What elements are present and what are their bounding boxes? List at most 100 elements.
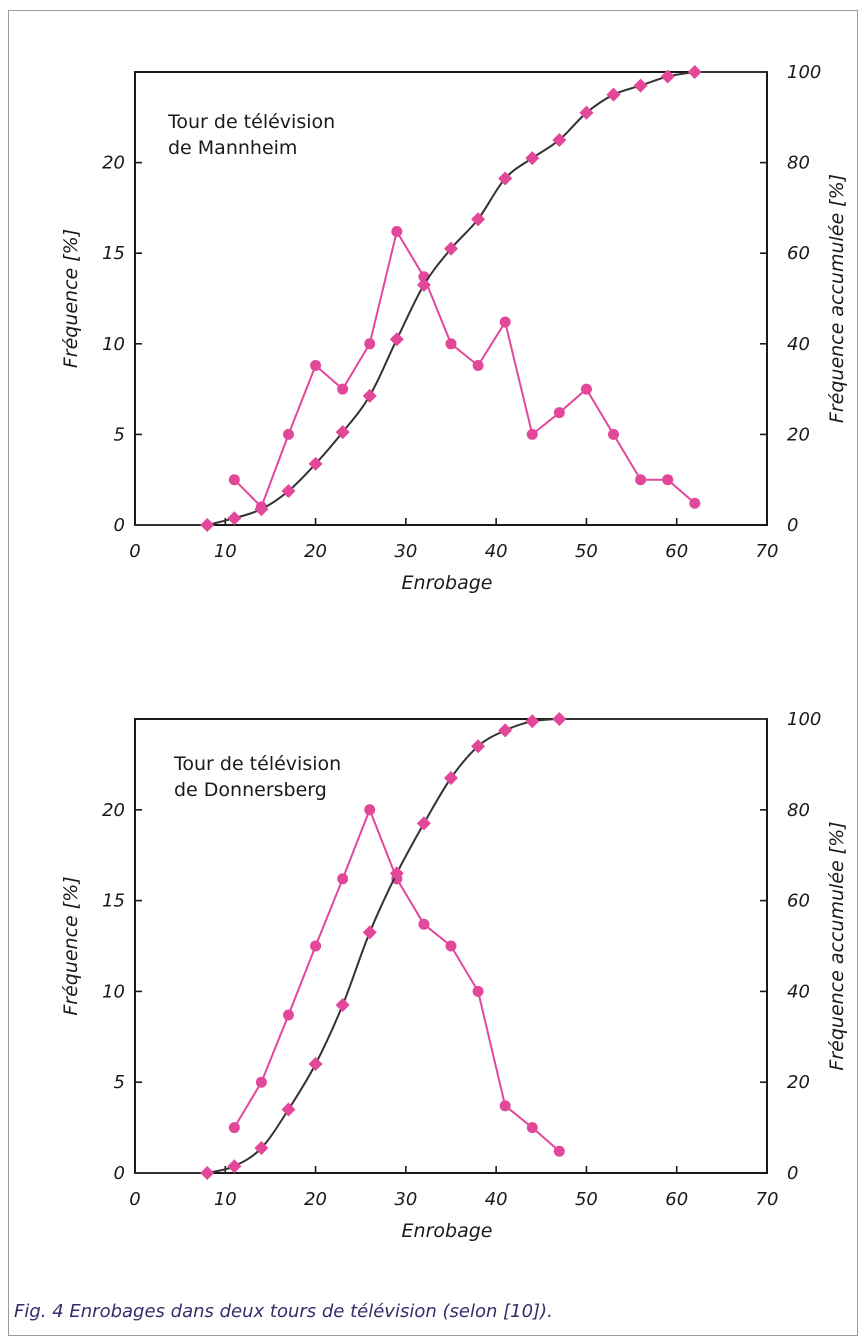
cumulative-point xyxy=(687,65,702,79)
plot-frame xyxy=(134,71,768,526)
cumulative-point xyxy=(633,78,648,93)
cumulative-point xyxy=(416,816,431,831)
frequency-point xyxy=(445,338,457,350)
cumulative-point xyxy=(281,1102,296,1117)
cumulative-point xyxy=(389,332,404,347)
cumulative-point xyxy=(606,87,621,102)
cumulative-point xyxy=(308,1057,323,1072)
cumulative-point xyxy=(498,171,513,186)
frequency-point xyxy=(499,1100,511,1112)
frequency-point xyxy=(282,1009,294,1021)
x-tick-label: 70 xyxy=(756,541,779,562)
frequency-point xyxy=(608,428,620,440)
frequency-point xyxy=(499,316,511,328)
x-axis-label: Enrobage xyxy=(402,1220,493,1242)
y-tick-label-right: 60 xyxy=(787,891,810,912)
y-tick-label-left: 10 xyxy=(102,981,125,1002)
y-tick-label-left: 5 xyxy=(114,424,125,445)
frequency-point xyxy=(228,474,240,486)
cumulative-point xyxy=(660,69,675,84)
x-tick-label: 10 xyxy=(214,1189,237,1210)
y-axis-label-right: Fréquence accumulée [%] xyxy=(826,174,848,423)
y-tick-label-left: 20 xyxy=(102,153,125,174)
x-tick-label: 10 xyxy=(214,541,237,562)
x-tick-label: 60 xyxy=(665,541,688,562)
y-tick-label-left: 15 xyxy=(102,891,125,912)
frequency-point xyxy=(635,474,647,486)
chart-2: 0 10 20 30 40 50 60 70 0 5 10 15 20 0 20 40 60 80 100 Enrob… xyxy=(60,709,848,1242)
figure-caption: Fig. 4 Enrobages dans deux tours de télé… xyxy=(14,1301,553,1322)
frequency-point xyxy=(472,360,484,372)
x-tick-label: 40 xyxy=(485,1189,508,1210)
frequency-point xyxy=(553,407,565,419)
y-axis-label-right: Fréquence accumulée [%] xyxy=(826,821,848,1070)
y-tick-label-right: 20 xyxy=(787,424,810,445)
y-tick-label-right: 100 xyxy=(787,709,821,730)
y-tick-label-right: 100 xyxy=(787,62,821,83)
cumulative-point xyxy=(471,212,486,227)
y-tick-label-left: 15 xyxy=(102,243,125,264)
cumulative-point xyxy=(227,1159,242,1174)
cumulative-point xyxy=(552,712,567,726)
frequency-point xyxy=(580,383,592,395)
cumulative-point xyxy=(335,998,350,1013)
frequency-point xyxy=(526,428,538,440)
y-tick-label-left: 5 xyxy=(114,1072,125,1093)
y-tick-label-left: 0 xyxy=(114,515,125,536)
cumulative-point xyxy=(362,925,377,940)
cumulative-point xyxy=(308,456,323,471)
y-tick-label-right: 80 xyxy=(787,800,810,821)
frequency-line xyxy=(233,228,696,509)
chart-title: Tour de télévision xyxy=(167,111,335,133)
frequency-line xyxy=(233,807,560,1152)
x-tick-label: 20 xyxy=(304,541,327,562)
cumulative-point xyxy=(389,866,404,881)
plot-frame xyxy=(134,718,768,1174)
cumulative-point xyxy=(471,739,486,754)
x-axis-label: Enrobage xyxy=(402,572,493,594)
frequency-point xyxy=(364,338,376,350)
y-tick-label-right: 80 xyxy=(787,153,810,174)
frequency-point xyxy=(445,940,457,952)
x-tick-label: 30 xyxy=(394,1189,417,1210)
cumulative-point xyxy=(525,151,540,166)
frequency-point xyxy=(228,1122,240,1134)
frequency-point xyxy=(391,225,403,237)
frequency-point xyxy=(337,873,349,885)
cumulative-point xyxy=(362,388,377,403)
y-tick-label-right: 20 xyxy=(787,1072,810,1093)
frequency-point xyxy=(310,360,322,372)
y-axis-label-left: Fréquence [%] xyxy=(60,229,82,368)
cumulative-point xyxy=(227,511,242,526)
frequency-point xyxy=(418,918,430,930)
x-tick-label: 60 xyxy=(665,1189,688,1210)
chart-subtitle: de Mannheim xyxy=(168,137,297,159)
cumulative-point xyxy=(552,132,567,147)
chart-subtitle: de Donnersberg xyxy=(174,779,327,801)
cumulative-point xyxy=(335,425,350,440)
x-tick-label: 50 xyxy=(575,541,598,562)
cumulative-point xyxy=(579,105,594,120)
cumulative-point xyxy=(498,723,513,738)
cumulative-point xyxy=(200,518,215,532)
y-tick-label-right: 40 xyxy=(787,981,810,1002)
x-tick-label: 50 xyxy=(575,1189,598,1210)
frequency-point xyxy=(553,1145,565,1157)
x-tick-label: 30 xyxy=(394,541,417,562)
x-tick-label: 40 xyxy=(485,541,508,562)
frequency-point xyxy=(689,497,701,509)
cumulative-point xyxy=(254,1141,269,1156)
cumulative-point xyxy=(200,1166,215,1180)
frequency-point xyxy=(662,474,674,486)
frequency-point xyxy=(310,940,322,952)
y-tick-label-left: 20 xyxy=(102,800,125,821)
cumulative-point xyxy=(444,241,458,256)
frequency-point xyxy=(364,804,376,816)
frequency-point xyxy=(337,383,349,395)
x-tick-label: 0 xyxy=(129,541,140,562)
x-tick-label: 70 xyxy=(756,1189,779,1210)
y-tick-label-right: 60 xyxy=(787,243,810,264)
cumulative-point xyxy=(254,502,269,517)
y-tick-label-right: 0 xyxy=(787,515,798,536)
cumulative-point xyxy=(281,484,296,499)
